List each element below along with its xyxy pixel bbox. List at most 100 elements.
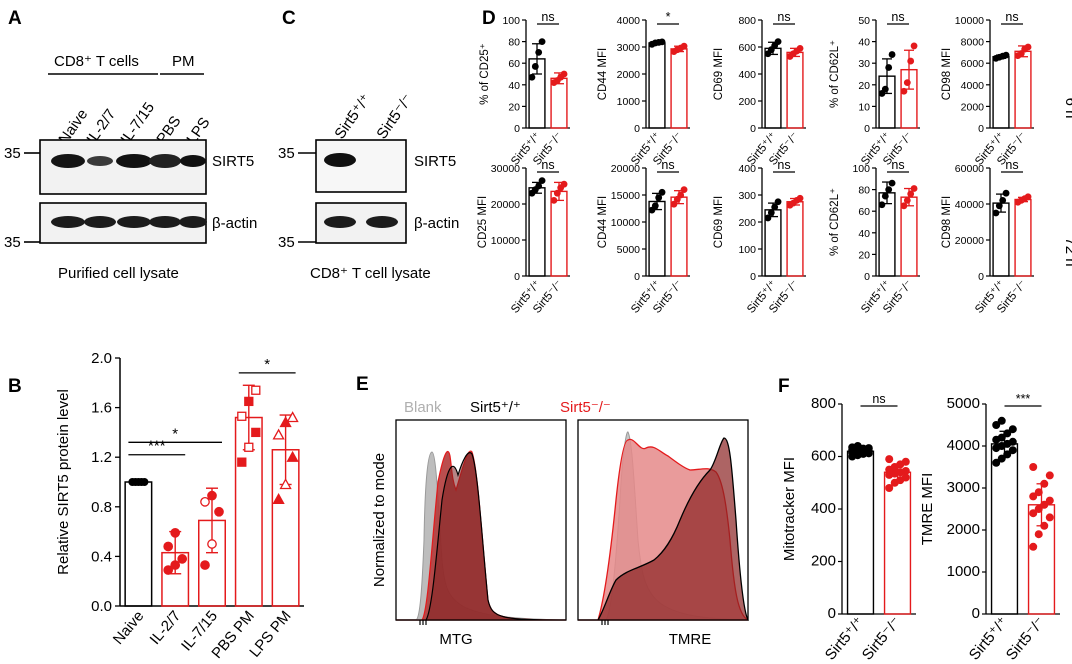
lane-label-sirt5-wt: Sirt5⁺/⁺ bbox=[331, 91, 374, 142]
d-6h-cd44-sig-label: * bbox=[666, 10, 671, 24]
d-6h-cd25-point-sirt5 bbox=[560, 70, 568, 78]
group-label-pm: PM bbox=[172, 53, 195, 70]
d-72h-cd98-point-sirt5 bbox=[1024, 193, 1032, 201]
d-72h-cd25-ytick-label: 20000 bbox=[491, 199, 520, 211]
time-label-72h: 72 h bbox=[1062, 237, 1072, 266]
panel-d: D 6 h 72 h bbox=[482, 8, 1072, 267]
d-72h-cd25-ytick-label: 0 bbox=[514, 271, 520, 283]
panel-c: C Sirt5⁺/⁺ Sirt5⁻/⁻ 35 SIRT5 β-actin 35 … bbox=[278, 8, 459, 282]
panel-b-label: B bbox=[8, 376, 22, 397]
d-6h-cd25-sig-label: ns bbox=[541, 10, 554, 24]
d-72h-cd44-ytick-label: 15000 bbox=[611, 190, 640, 202]
blot-sirt5-c bbox=[315, 139, 407, 193]
d-6h-cd98-ytick-label: 4000 bbox=[961, 80, 985, 92]
f-tmre-point-sirt5 bbox=[1040, 479, 1049, 488]
f-mitotracker-ytick-label: 600 bbox=[811, 448, 836, 465]
panel-e: E Blank Sirt5⁺/⁺ Sirt5⁻/⁻ Normalized to … bbox=[356, 374, 750, 648]
d-6h-cd62l-point-sirt5 bbox=[907, 57, 915, 65]
d-72h-cd98-point-sirt5 bbox=[1002, 189, 1010, 197]
f-mitotracker-ytick-label: 0 bbox=[828, 605, 836, 622]
d-6h-cd25-ytick-label: 60 bbox=[508, 58, 520, 70]
b-point-pbs-pm bbox=[237, 411, 247, 421]
d-72h-cd62l-point-sirt5 bbox=[878, 201, 886, 209]
d-72h-cd69-bar-sirt5 bbox=[786, 201, 804, 277]
d-72h-cd69-ylabel: CD69 MFI bbox=[713, 196, 725, 248]
d-6h-cd98-sig-label: ns bbox=[1005, 10, 1018, 24]
f-tmre-ytick-label: 2000 bbox=[947, 521, 980, 538]
b-point-pbs-pm bbox=[244, 442, 254, 452]
group-label-cd8: CD8⁺ T cells bbox=[54, 53, 139, 70]
d-6h-cd25-ytick-label: 80 bbox=[508, 37, 520, 49]
d-72h-cd62l-ylabel: % of CD62L⁺ bbox=[829, 188, 841, 256]
f-tmre-point-sirt5 bbox=[1029, 509, 1038, 518]
d-6h-cd69-bar-sirt5 bbox=[764, 47, 782, 129]
d-72h-cd44-point-sirt5 bbox=[677, 191, 685, 199]
b-point-lps-pm bbox=[279, 478, 292, 490]
d-6h-cd62l-sig-label: ns bbox=[891, 10, 904, 24]
d-72h-cd25-point-sirt5 bbox=[553, 189, 561, 197]
d-72h-cd62l-point-sirt5 bbox=[903, 197, 911, 204]
time-label-6h: 6 h bbox=[1062, 98, 1072, 119]
d-72h-cd62l-point-sirt5 bbox=[910, 185, 918, 192]
d-72h-cd44-ytick-label: 20000 bbox=[611, 163, 640, 175]
f-tmre-point-sirt5 bbox=[1008, 425, 1017, 434]
d-72h-cd25-bar-sirt5 bbox=[550, 190, 568, 277]
f-mitotracker-point-sirt5 bbox=[901, 457, 910, 466]
d-72h-cd69-point-sirt5 bbox=[771, 203, 779, 211]
f-tmre-ytick-label: 4000 bbox=[947, 437, 980, 454]
d-6h-cd69-ytick-label: 0 bbox=[750, 123, 756, 135]
d-6h-cd62l-ytick-label: 0 bbox=[864, 123, 870, 135]
b-ylabel: Relative SIRT5 protein level bbox=[55, 389, 72, 575]
marker-35-top-a: 35 bbox=[4, 145, 21, 162]
d-6h-cd69-point-sirt5 bbox=[774, 38, 782, 45]
d-6h-cd44-ytick-label: 0 bbox=[634, 123, 640, 135]
b-point-pbs-pm bbox=[251, 427, 261, 438]
d-72h-cd98-sig-label: ns bbox=[1005, 158, 1018, 172]
d-72h-cd69-point-sirt5 bbox=[767, 209, 775, 216]
d-6h-cd25-point-sirt5 bbox=[531, 63, 539, 70]
d-72h-cd69-ytick-label: 400 bbox=[738, 163, 756, 175]
d-6h-cd62l-point-sirt5 bbox=[910, 42, 918, 50]
d-6h-cd62l-ytick-label: 40 bbox=[858, 37, 870, 49]
d-72h-cd44-point-sirt5 bbox=[651, 202, 659, 210]
d-6h-cd25-ytick-label: 0 bbox=[514, 123, 520, 135]
d-6h-cd62l-ytick-label: 30 bbox=[858, 58, 870, 70]
b-point-il-7-15 bbox=[207, 490, 217, 501]
panel-f-label: F bbox=[778, 376, 790, 397]
b-ytick-label: 1.2 bbox=[91, 449, 112, 466]
d-72h-cd69-point-sirt5 bbox=[764, 214, 772, 222]
d-6h-cd62l-ylabel: % of CD62L⁺ bbox=[829, 40, 841, 108]
d-6h-cd98-bar-sirt5 bbox=[1014, 50, 1032, 129]
histogram-mtg: MTG bbox=[395, 419, 567, 648]
d-72h-cd98-point-sirt5 bbox=[995, 202, 1003, 210]
d-72h-cd98-point-sirt5 bbox=[999, 197, 1007, 204]
b-point-il-7-15 bbox=[200, 496, 210, 507]
f-mitotracker-point-sirt5 bbox=[885, 455, 894, 464]
d-6h-cd69-ytick-label: 400 bbox=[738, 69, 756, 81]
f-tmre-point-sirt5 bbox=[1034, 530, 1043, 539]
d-72h-cd98-bar-sirt5 bbox=[1014, 198, 1032, 277]
d-6h-cd98-ytick-label: 0 bbox=[978, 123, 984, 135]
b-point-lps-pm bbox=[272, 493, 285, 505]
f-mitotracker-ytick-label: 200 bbox=[811, 553, 836, 570]
d-6h-cd44-ytick-label: 1000 bbox=[617, 96, 641, 108]
d-6h-cd69-sig-label: ns bbox=[777, 10, 790, 24]
f-tmre-point-sirt5 bbox=[1029, 542, 1038, 551]
f-tmre-ytick-label: 5000 bbox=[947, 395, 980, 412]
d-6h-cd25-ytick-label: 40 bbox=[508, 80, 520, 92]
d-72h-cd69-ytick-label: 200 bbox=[738, 217, 756, 229]
d-72h-cd98-point-sirt5 bbox=[992, 209, 1000, 217]
d-72h-cd44-sig-label: ns bbox=[661, 158, 674, 172]
d-72h-cd62l-point-sirt5 bbox=[885, 186, 893, 194]
d-72h-cd62l-point-sirt5 bbox=[907, 190, 915, 198]
marker-35-bottom-c: 35 bbox=[278, 234, 295, 251]
f-tmre-ytick-label: 3000 bbox=[947, 479, 980, 496]
